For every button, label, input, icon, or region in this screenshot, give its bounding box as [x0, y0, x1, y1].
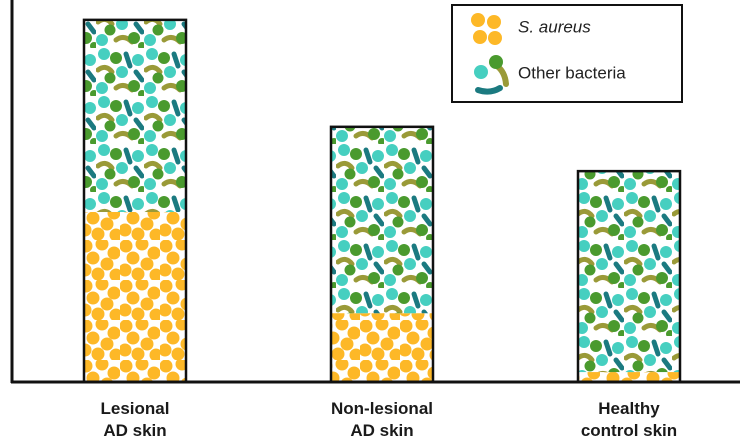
bar-segment — [84, 19, 186, 213]
bar-segment — [331, 313, 433, 382]
x-tick-label: Healthy control skin — [580, 399, 678, 440]
x-tick-label: Non-lesional AD skin — [330, 399, 433, 440]
bar-segment — [578, 171, 680, 373]
bar-segment — [331, 126, 433, 314]
bar-segment — [84, 212, 186, 382]
legend-icon-saureus — [471, 13, 502, 45]
legend-label: S. aureus — [518, 17, 591, 36]
legend-label: Other bacteria — [518, 63, 626, 82]
legend-icon-other — [474, 55, 509, 95]
bar-segment — [578, 372, 680, 382]
x-tick-label: Lesional AD skin — [100, 399, 170, 440]
